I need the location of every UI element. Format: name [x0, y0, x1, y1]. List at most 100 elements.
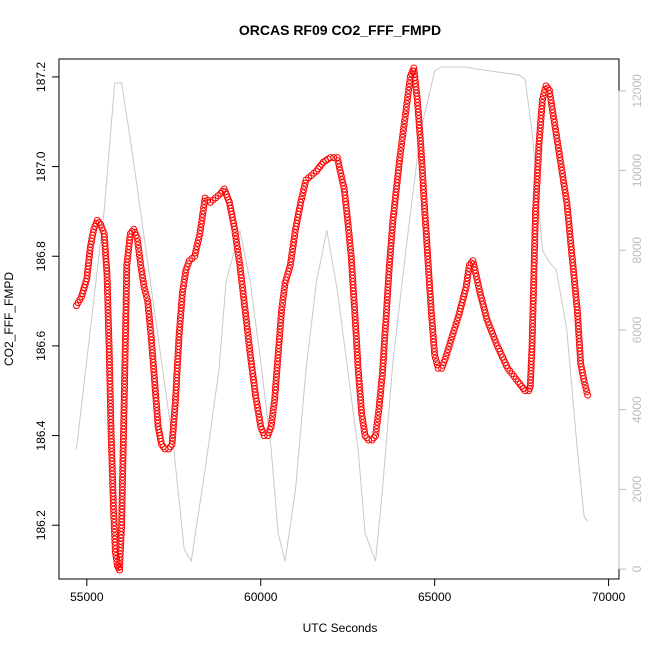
data-point — [111, 528, 118, 536]
data-point — [291, 232, 299, 240]
data-point — [378, 372, 386, 380]
data-point — [471, 266, 479, 274]
data-point — [110, 512, 118, 520]
data-point — [451, 323, 459, 331]
data-point — [377, 385, 385, 393]
data-point — [398, 140, 406, 148]
data-point — [346, 243, 354, 250]
data-point — [419, 173, 427, 180]
data-point — [104, 319, 112, 327]
data-point — [281, 283, 289, 290]
data-point — [419, 179, 427, 187]
data-point — [360, 425, 368, 433]
data-point — [192, 246, 200, 254]
data-point — [122, 310, 130, 317]
data-point — [553, 134, 561, 142]
data-point — [469, 257, 477, 265]
data-point — [198, 214, 206, 221]
data-point — [373, 422, 381, 429]
points-layer — [72, 64, 592, 574]
data-point — [432, 354, 439, 362]
data-point — [403, 97, 411, 104]
data-point — [376, 392, 384, 400]
data-point — [297, 198, 305, 206]
data-point — [417, 150, 425, 158]
data-point — [539, 95, 546, 103]
data-point — [444, 346, 452, 354]
data-point — [583, 388, 591, 396]
data-point — [140, 280, 148, 288]
data-point — [144, 300, 152, 308]
data-point — [232, 232, 240, 240]
data-point — [452, 320, 460, 328]
data-point — [419, 176, 427, 184]
data-point — [235, 255, 243, 263]
data-point — [431, 351, 439, 359]
data-point — [298, 195, 305, 203]
data-point — [418, 163, 426, 171]
data-point — [139, 274, 147, 282]
data-point — [514, 378, 522, 386]
data-point — [351, 319, 359, 327]
data-point — [128, 228, 136, 236]
data-point — [521, 387, 529, 395]
data-point — [288, 251, 296, 259]
data-point — [345, 233, 353, 241]
data-point — [103, 280, 111, 288]
data-point — [122, 290, 130, 298]
data-point — [432, 358, 440, 366]
data-point — [197, 223, 205, 231]
data-point — [352, 329, 360, 337]
y-axis: 186.2 186.4 186.6 186.8 187.0 187.2 — [34, 62, 60, 540]
data-point — [182, 269, 189, 277]
data-point — [290, 238, 298, 246]
data-point — [112, 552, 120, 559]
data-point — [447, 336, 455, 344]
data-point — [556, 154, 564, 162]
data-point — [105, 329, 113, 337]
data-point — [376, 398, 384, 406]
data-point — [244, 328, 252, 336]
data-point — [138, 271, 146, 279]
data-point — [368, 436, 376, 444]
data-point — [194, 239, 202, 247]
data-point — [530, 268, 538, 276]
data-point — [234, 248, 242, 256]
data-point — [136, 258, 144, 266]
data-point — [351, 313, 359, 320]
data-point — [554, 141, 562, 149]
data-point — [399, 130, 407, 138]
data-point — [337, 169, 345, 177]
data-point — [288, 248, 296, 256]
data-point — [135, 244, 143, 252]
data-point — [403, 100, 411, 108]
data-point — [449, 330, 457, 338]
data-point — [361, 432, 369, 440]
data-point — [538, 105, 546, 113]
data-point — [344, 220, 352, 228]
data-point — [418, 160, 426, 168]
data-point — [143, 294, 151, 302]
data-point — [396, 150, 404, 158]
data-point — [122, 326, 130, 334]
data-point — [121, 377, 129, 385]
data-point — [404, 90, 412, 98]
data-point — [119, 435, 127, 443]
y-tick-label: 187.0 — [34, 151, 48, 181]
data-point — [200, 201, 208, 208]
data-point — [110, 505, 117, 513]
data-point — [339, 179, 347, 187]
right-axis: 0 2000 4000 6000 8000 10000 12000 — [618, 74, 644, 572]
data-point — [474, 279, 482, 287]
data-point — [344, 223, 352, 231]
data-point — [147, 326, 154, 334]
data-point — [465, 261, 473, 269]
data-point — [558, 166, 566, 174]
data-point — [289, 242, 297, 250]
data-point — [107, 425, 115, 433]
data-point — [359, 419, 367, 427]
data-point — [335, 163, 343, 171]
data-point — [414, 99, 421, 106]
data-point — [580, 375, 588, 383]
data-point — [554, 144, 562, 152]
